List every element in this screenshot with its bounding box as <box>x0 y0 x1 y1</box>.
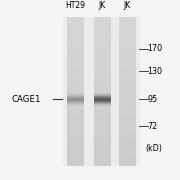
Text: 170: 170 <box>147 44 162 53</box>
Text: JK: JK <box>123 1 130 10</box>
Text: 95: 95 <box>147 95 157 104</box>
Text: JK: JK <box>98 1 105 10</box>
Text: CAGE1: CAGE1 <box>11 95 41 104</box>
Text: 130: 130 <box>147 67 162 76</box>
Bar <box>67 17 83 166</box>
Bar <box>94 17 110 166</box>
Bar <box>119 17 135 166</box>
Text: HT29: HT29 <box>65 1 85 10</box>
Text: (kD): (kD) <box>145 144 162 153</box>
Bar <box>63 17 140 166</box>
Text: 72: 72 <box>147 122 157 130</box>
